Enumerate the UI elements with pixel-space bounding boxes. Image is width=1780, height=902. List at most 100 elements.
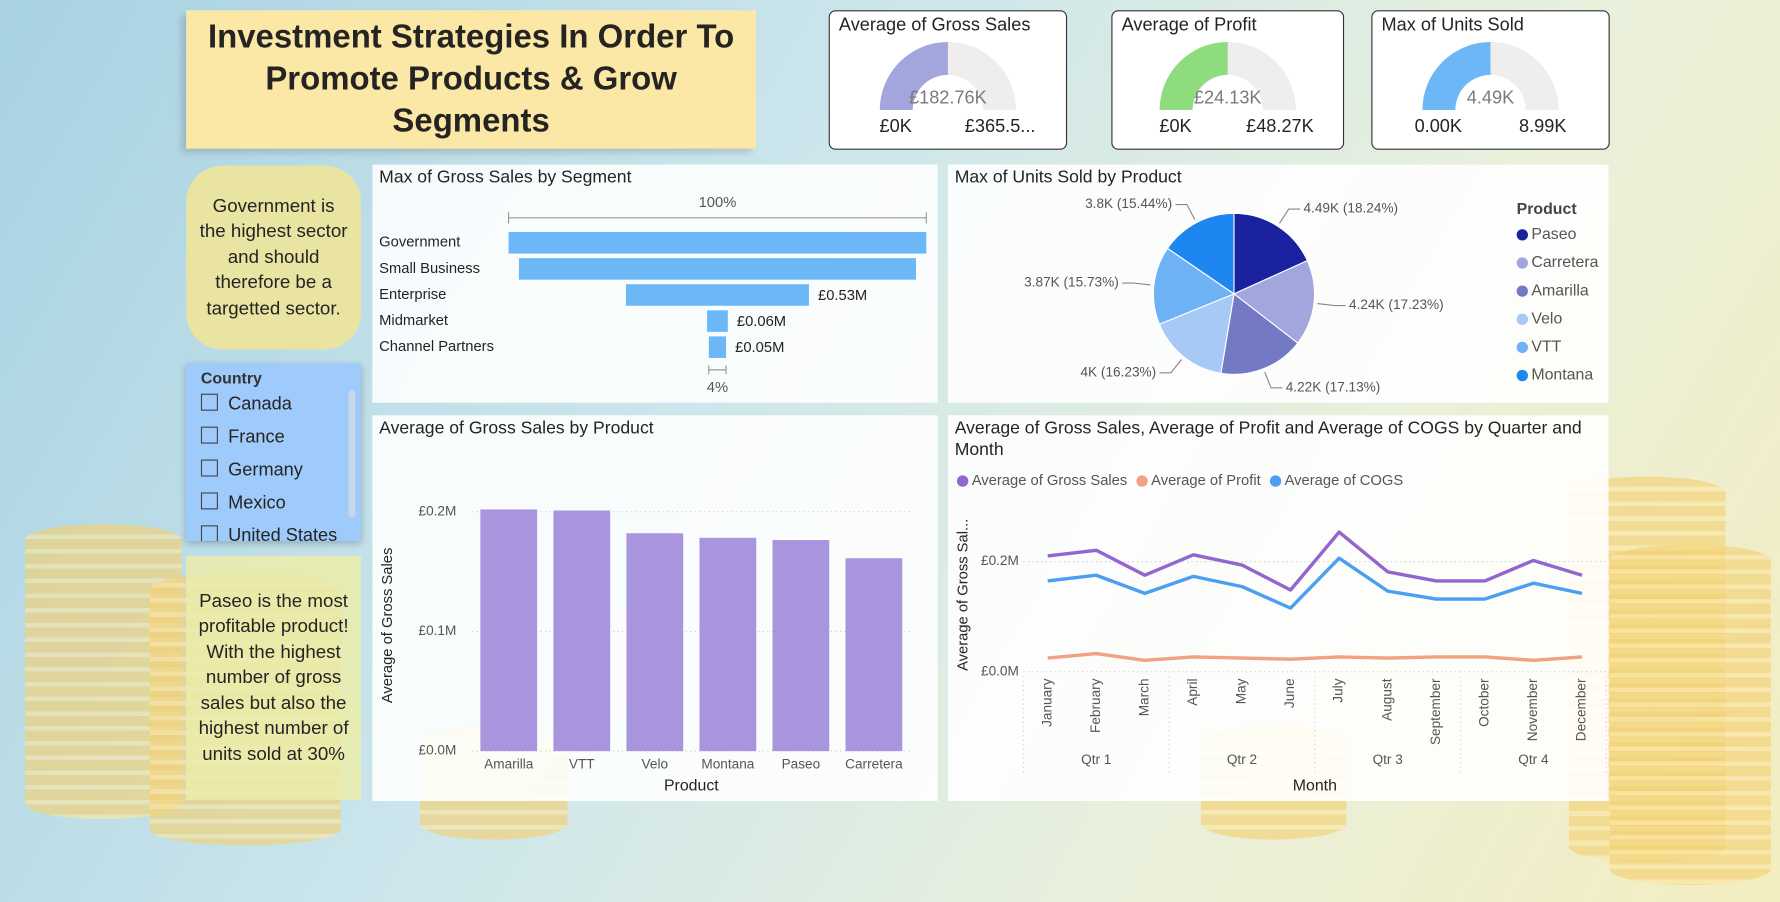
slicer-item[interactable]: France — [200, 426, 285, 449]
gauge: £182.76K £0K £365.5... — [880, 41, 1036, 136]
x-tick-label: February — [1088, 678, 1103, 733]
line-chart: Average of Gross Sales Average of Profit A… — [956, 473, 1607, 794]
slicer: Country Canada France Germany Mexico United … — [186, 363, 361, 542]
x-tick-label: April — [1185, 678, 1200, 705]
pie-slice — [1220, 292, 1299, 375]
x-tick-label: November — [1525, 678, 1540, 741]
checkbox[interactable] — [200, 393, 218, 411]
slicer-item[interactable]: Mexico — [200, 492, 286, 514]
gauge-value: 4.49K — [1467, 88, 1514, 108]
card-title: Average of Profit — [1121, 15, 1257, 36]
y-axis-title: Average of Gross Sal... — [956, 519, 972, 671]
chart-title: Max of Gross Sales by Segment — [379, 167, 632, 188]
y-tick-label: £0.2M — [981, 553, 1019, 568]
scrollbar[interactable] — [348, 390, 356, 518]
gauge-max: £365.5... — [965, 116, 1036, 136]
gauge-card: £182.76K £0K £365.5... Average of Gross Sa… — [828, 10, 1068, 150]
legend-title: Product — [1517, 201, 1578, 218]
line-series — [1047, 530, 1583, 592]
line-panel: Average of Gross Sales Average of Profit A… — [947, 415, 1609, 802]
funnel-bar — [625, 284, 809, 306]
line-series — [1047, 651, 1583, 663]
legend-label: Average of Profit — [1151, 473, 1261, 489]
quarter-label: Qtr 3 — [1373, 752, 1403, 767]
legend-marker — [956, 475, 969, 487]
slicer-item[interactable]: Canada — [200, 393, 292, 416]
pie-slice — [1152, 247, 1236, 325]
checkbox[interactable] — [200, 459, 218, 477]
gauge-card: 4.49K 0.00K 8.99K Max of Units Sold — [1371, 10, 1610, 150]
gauge-max: 8.99K — [1519, 116, 1566, 136]
x-tick-label: August — [1379, 678, 1394, 721]
leader-line — [1317, 303, 1346, 307]
slicer-label: United States — [228, 526, 338, 542]
quarter-label: Qtr 4 — [1518, 752, 1549, 767]
legend-label: Carretera — [1531, 254, 1598, 271]
chart-title: Average of Gross Sales by Product — [379, 418, 654, 438]
category-label: Small Business — [379, 261, 480, 277]
data-label: £0.05M — [735, 340, 784, 356]
x-tick-label: June — [1282, 678, 1297, 708]
bar — [845, 558, 903, 752]
gauge-value: £24.13K — [1194, 88, 1262, 108]
note: Paseo is the most profitable product! Wi… — [186, 555, 361, 800]
x-tick-label: January — [1039, 678, 1054, 727]
slicer-item[interactable]: Germany — [200, 459, 303, 482]
x-tick-label: July — [1331, 678, 1346, 702]
x-tick-label: September — [1428, 678, 1443, 745]
legend-label: Average of COGS — [1285, 473, 1404, 489]
chart-title: Average of Gross Sales, Average of Profi… — [954, 418, 1582, 460]
legend-label: Average of Gross Sales — [972, 473, 1128, 489]
y-tick-label: £0.0M — [419, 743, 457, 758]
funnel-bar — [707, 310, 728, 332]
category-label: Enterprise — [379, 287, 446, 303]
leader-line — [1279, 208, 1301, 224]
slicer-label: Germany — [228, 460, 303, 480]
legend-marker — [1136, 475, 1148, 487]
funnel-top-label: 100% — [699, 195, 737, 211]
category-label: Government — [379, 235, 460, 251]
checkbox[interactable] — [200, 525, 218, 542]
funnel-top-bracket — [508, 212, 927, 224]
legend-marker — [1269, 475, 1282, 487]
funnel-bottom-bracket — [708, 365, 727, 375]
slicer-label: Mexico — [228, 493, 286, 513]
funnel-bar — [508, 232, 927, 254]
data-label: 4.24K (17.23%) — [1349, 297, 1444, 312]
data-label: 3.87K (15.73%) — [1024, 275, 1119, 290]
checkbox[interactable] — [200, 426, 218, 444]
legend-marker — [1516, 341, 1528, 354]
x-tick-label: October — [1476, 678, 1491, 727]
chart-title: Max of Units Sold by Product — [954, 167, 1182, 188]
bar — [480, 509, 538, 752]
decoration — [1609, 544, 1771, 885]
leader-line — [1175, 203, 1196, 220]
card-title: Average of Gross Sales — [838, 15, 1031, 36]
data-label: 4.49K (18.24%) — [1303, 201, 1398, 216]
checkbox[interactable] — [200, 492, 218, 510]
bar — [553, 510, 611, 752]
line-series — [1047, 556, 1583, 610]
legend-label: Amarilla — [1531, 282, 1589, 299]
category-label: Midmarket — [379, 313, 448, 329]
y-tick-label: £0.2M — [419, 503, 457, 518]
data-label: 4.22K (17.13%) — [1286, 379, 1381, 394]
data-label: £0.06M — [737, 314, 786, 330]
gauge-min: £0K — [880, 116, 912, 136]
slicer-title: Country — [200, 368, 262, 387]
x-axis-title: Month — [1293, 777, 1337, 794]
leader-line — [1159, 359, 1182, 374]
x-tick-label: VTT — [569, 756, 595, 771]
x-tick-label: March — [1136, 678, 1151, 716]
gauge: £24.13K£0K £48.27K — [1159, 41, 1314, 136]
funnel-panel: 100% Government Small Business Enterprise £0… — [372, 164, 938, 403]
legend-marker — [1516, 257, 1528, 269]
x-tick-label: May — [1234, 678, 1249, 704]
bar — [772, 540, 830, 752]
slicer-item[interactable]: United States — [200, 525, 338, 542]
bar — [699, 537, 757, 752]
card-title: Max of Units Sold — [1381, 15, 1524, 36]
y-tick-label: £0.0M — [981, 663, 1019, 678]
